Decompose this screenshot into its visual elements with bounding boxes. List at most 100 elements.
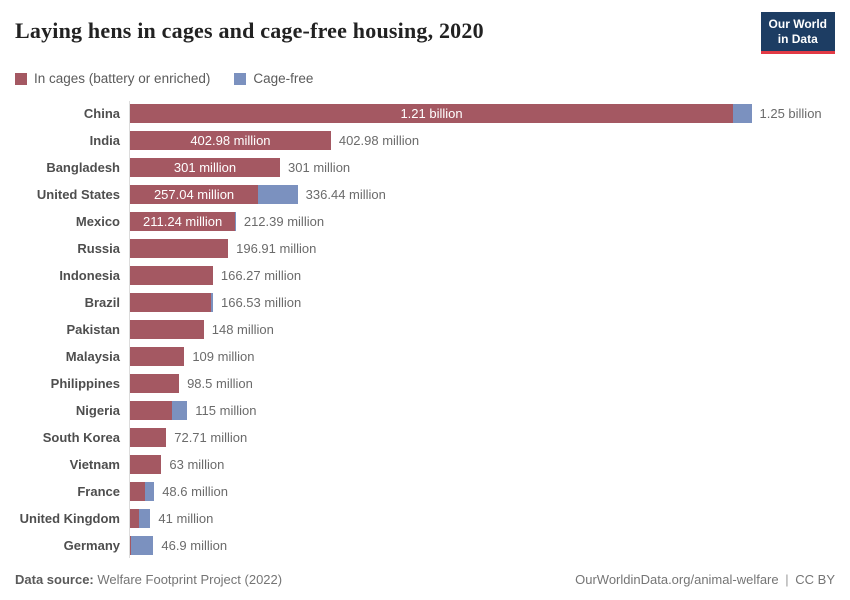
total-value-label: 196.91 million — [236, 241, 317, 256]
country-label[interactable]: India — [89, 133, 120, 148]
total-value-label: 115 million — [195, 403, 257, 418]
bar-track: 301 million 301 million — [130, 158, 835, 177]
caged-bar-segment[interactable]: 257.04 million — [130, 185, 259, 204]
chart-row: United States 257.04 million 336.44 mill… — [15, 181, 835, 208]
cagefree-color-swatch — [234, 72, 247, 85]
bar-track: 257.04 million 336.44 million — [130, 185, 835, 204]
bar-track: 1.21 billion 1.25 billion — [130, 104, 835, 123]
caged-bar-segment[interactable] — [130, 239, 229, 258]
caged-bar-segment[interactable] — [130, 536, 132, 555]
bar-track: 166.53 million — [130, 293, 835, 312]
caged-bar-segment[interactable] — [130, 455, 162, 474]
chart-row: South Korea 72.71 million — [15, 424, 835, 451]
bar-track: 48.6 million — [130, 482, 835, 501]
country-label[interactable]: Nigeria — [75, 403, 120, 418]
country-label[interactable]: France — [77, 484, 120, 499]
owid-logo[interactable]: Our World in Data — [760, 12, 835, 54]
country-label[interactable]: United States — [36, 187, 120, 202]
caged-bar-value-label: 402.98 million — [190, 133, 271, 148]
bar-track: 109 million — [130, 347, 835, 366]
footer-links: OurWorldinData.org/animal-welfare | CC B… — [575, 572, 835, 587]
cagefree-bar-segment[interactable] — [144, 482, 155, 501]
country-label[interactable]: Bangladesh — [46, 160, 120, 175]
cagefree-bar-segment[interactable] — [733, 104, 752, 123]
total-value-label: 46.9 million — [161, 538, 228, 553]
chart-row: Vietnam 63 million — [15, 451, 835, 478]
caged-bar-segment[interactable] — [130, 509, 140, 528]
country-label[interactable]: Vietnam — [69, 457, 120, 472]
total-value-label: 72.71 million — [174, 430, 248, 445]
bar-track: 63 million — [130, 455, 835, 474]
chart-row: Germany 46.9 million — [15, 532, 835, 559]
caged-bar-value-label: 1.21 billion — [400, 106, 463, 121]
bar-track: 72.71 million — [130, 428, 835, 447]
caged-bar-segment[interactable] — [130, 482, 145, 501]
total-value-label: 41 million — [158, 511, 214, 526]
caged-bar-segment[interactable]: 301 million — [130, 158, 281, 177]
country-label[interactable]: Mexico — [75, 214, 120, 229]
country-label[interactable]: Pakistan — [66, 322, 120, 337]
caged-bar-value-label: 257.04 million — [153, 187, 235, 202]
total-value-label: 48.6 million — [162, 484, 228, 499]
chart-row: Pakistan 148 million — [15, 316, 835, 343]
chart-row: Philippines 98.5 million — [15, 370, 835, 397]
bar-track: 166.27 million — [130, 266, 835, 285]
bar-track: 46.9 million — [130, 536, 835, 555]
chart-row: Brazil 166.53 million — [15, 289, 835, 316]
total-value-label: 336.44 million — [305, 187, 386, 202]
caged-bar-segment[interactable] — [130, 347, 185, 366]
data-source-value: Welfare Footprint Project (2022) — [93, 572, 283, 587]
footer-separator: | — [785, 572, 789, 587]
caged-bar-value-label: 301 million — [173, 160, 237, 175]
caged-bar-segment[interactable] — [130, 293, 212, 312]
cagefree-bar-segment[interactable] — [211, 293, 213, 312]
bar-track: 148 million — [130, 320, 835, 339]
country-label[interactable]: South Korea — [42, 430, 120, 445]
caged-bar-segment[interactable] — [130, 428, 167, 447]
cagefree-bar-segment[interactable] — [171, 401, 188, 420]
caged-bar-segment[interactable]: 1.21 billion — [130, 104, 734, 123]
legend-label-cagefree: Cage-free — [253, 71, 314, 86]
country-label[interactable]: Germany — [63, 538, 120, 553]
caged-bar-segment[interactable]: 211.24 million — [130, 212, 236, 231]
country-label[interactable]: Russia — [77, 241, 120, 256]
cagefree-bar-segment[interactable] — [139, 509, 151, 528]
caged-bar-segment[interactable] — [130, 401, 172, 420]
caged-bar-segment[interactable] — [130, 374, 180, 393]
chart-row: Nigeria 115 million — [15, 397, 835, 424]
caged-bar-segment[interactable]: 402.98 million — [130, 131, 331, 150]
chart-row: Indonesia 166.27 million — [15, 262, 835, 289]
country-label[interactable]: Philippines — [50, 376, 120, 391]
chart-row: Mexico 211.24 million 212.39 million — [15, 208, 835, 235]
country-label[interactable]: Indonesia — [59, 268, 120, 283]
bar-chart: China 1.21 billion 1.25 billion India 40… — [15, 100, 835, 559]
total-value-label: 148 million — [211, 322, 274, 337]
chart-row: Malaysia 109 million — [15, 343, 835, 370]
legend-item-caged[interactable]: In cages (battery or enriched) — [15, 71, 210, 86]
chart-row: France 48.6 million — [15, 478, 835, 505]
caged-bar-segment[interactable] — [130, 320, 204, 339]
caged-color-swatch — [15, 72, 27, 85]
country-label[interactable]: Brazil — [84, 295, 120, 310]
caged-bar-segment[interactable] — [130, 266, 213, 285]
bar-track: 211.24 million 212.39 million — [130, 212, 835, 231]
license-link[interactable]: CC BY — [795, 572, 835, 587]
bar-track: 402.98 million 402.98 million — [130, 131, 835, 150]
chart-footer: Data source: Welfare Footprint Project (… — [15, 572, 835, 587]
bar-track: 115 million — [130, 401, 835, 420]
country-label[interactable]: China — [83, 106, 120, 121]
cagefree-bar-segment[interactable] — [235, 212, 236, 231]
cagefree-bar-segment[interactable] — [258, 185, 298, 204]
chart-row: Russia 196.91 million — [15, 235, 835, 262]
cagefree-bar-segment[interactable] — [131, 536, 154, 555]
legend-item-cagefree[interactable]: Cage-free — [234, 71, 313, 86]
owid-url-link[interactable]: OurWorldinData.org/animal-welfare — [575, 572, 779, 587]
owid-logo-line2: in Data — [777, 32, 818, 46]
country-label[interactable]: Malaysia — [65, 349, 120, 364]
total-value-label: 402.98 million — [338, 133, 420, 148]
country-label[interactable]: United Kingdom — [19, 511, 120, 526]
owid-logo-line1: Our World — [768, 17, 827, 31]
data-source-note: Data source: Welfare Footprint Project (… — [15, 572, 282, 587]
chart-header: Laying hens in cages and cage-free housi… — [15, 12, 835, 54]
total-value-label: 301 million — [288, 160, 351, 175]
